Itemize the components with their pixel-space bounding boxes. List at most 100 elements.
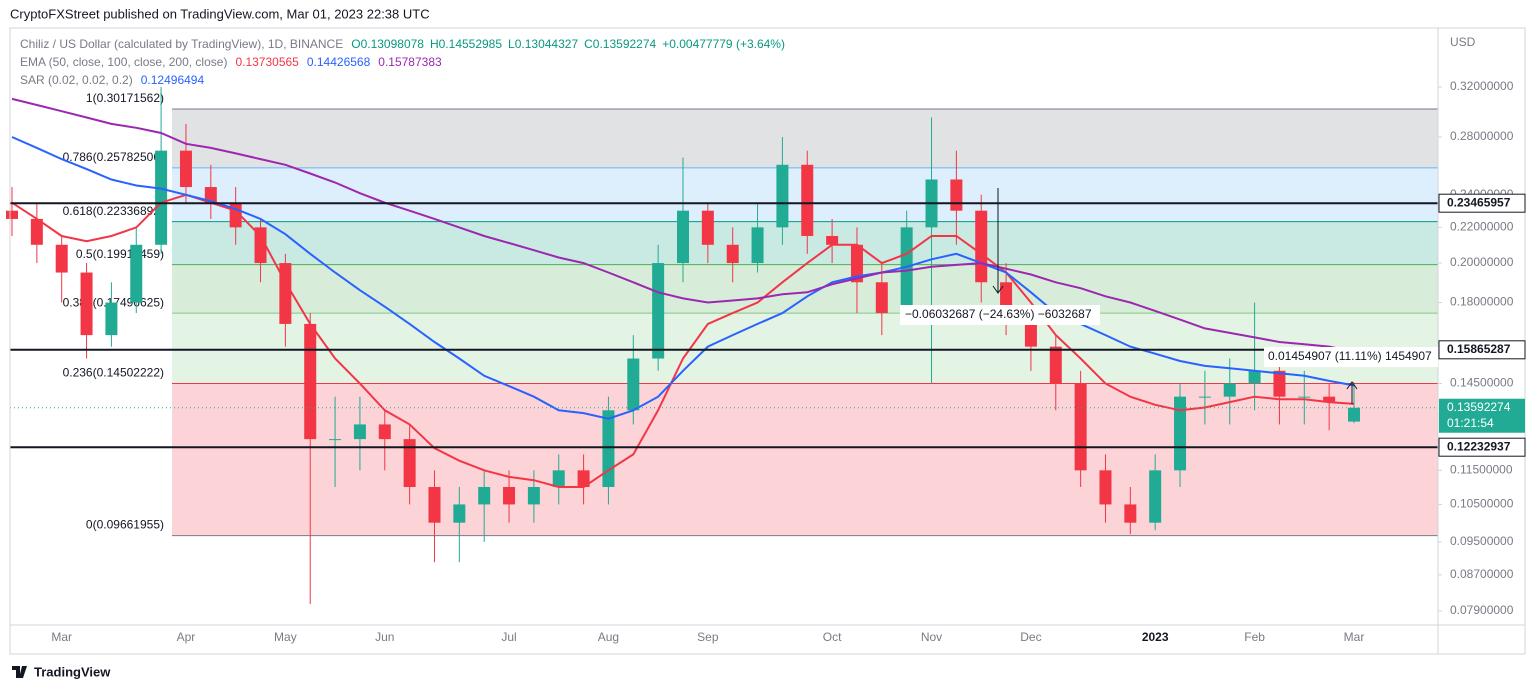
y-tick-label: 0.07900000 bbox=[1450, 603, 1514, 617]
candle-body bbox=[527, 486, 540, 505]
symbol: Chiliz / US Dollar (calculated by Tradin… bbox=[20, 37, 343, 51]
footer-brand: TradingView bbox=[34, 664, 111, 679]
ema-value: 0.15787383 bbox=[378, 55, 442, 69]
candle-body bbox=[627, 358, 640, 411]
candle-body bbox=[950, 179, 963, 211]
ohlc: C0.13592274 bbox=[584, 37, 656, 51]
publisher: CryptoFXStreet published on TradingView.… bbox=[10, 6, 430, 21]
candle-body bbox=[1198, 396, 1211, 398]
price-label: 0.23465957 bbox=[1447, 195, 1511, 209]
candle-body bbox=[428, 486, 441, 523]
fib-label: 0.5(0.19916459) bbox=[76, 247, 164, 261]
y-tick-label: 0.20000000 bbox=[1450, 255, 1514, 269]
y-tick-label: 0.18000000 bbox=[1450, 295, 1514, 309]
candle-body bbox=[179, 150, 192, 188]
y-tick-label: 0.09500000 bbox=[1450, 534, 1514, 548]
x-tick-label: Dec bbox=[1020, 630, 1041, 644]
x-tick-label: Apr bbox=[177, 630, 196, 644]
fib-zone bbox=[172, 264, 1438, 314]
price-label-box bbox=[1438, 193, 1526, 213]
candle-body bbox=[130, 244, 143, 303]
change: +0.00477779 (+3.64%) bbox=[662, 37, 785, 51]
candle-body bbox=[602, 410, 615, 487]
measure-arrow bbox=[1346, 381, 1358, 390]
ema-label: EMA (50, close, 100, close, 200, close) bbox=[20, 55, 227, 69]
ema-line bbox=[11, 97, 1355, 353]
x-tick-label: Oct bbox=[823, 630, 842, 644]
candle-body bbox=[1024, 323, 1037, 347]
candle-body bbox=[751, 227, 764, 264]
candle-body bbox=[378, 424, 391, 440]
candle-body bbox=[875, 282, 888, 314]
candle-body bbox=[975, 210, 988, 283]
y-tick-label: 0.22000000 bbox=[1450, 220, 1514, 234]
candle-body bbox=[801, 164, 814, 236]
y-tick-label: 0.14500000 bbox=[1450, 376, 1514, 390]
measure-box bbox=[900, 305, 1100, 325]
candle-body bbox=[30, 218, 43, 245]
candle-body bbox=[701, 210, 714, 245]
candle-body bbox=[577, 470, 590, 487]
legend-sar: SAR (0.02, 0.02, 0.2) 0.12496494 bbox=[20, 73, 204, 87]
x-tick-label: May bbox=[274, 630, 297, 644]
ema-line bbox=[11, 136, 1355, 420]
fib-zone bbox=[172, 383, 1438, 536]
candle-body bbox=[80, 272, 93, 336]
ema-value: 0.14426568 bbox=[307, 55, 371, 69]
axis-layer: 0.320000000.280000000.240000000.22000000… bbox=[51, 79, 1513, 644]
candle-body bbox=[1099, 470, 1112, 505]
y-tick-label: 0.10500000 bbox=[1450, 497, 1514, 511]
candle-body bbox=[652, 263, 665, 359]
candle-body bbox=[55, 244, 68, 273]
price-label: 0.12232937 bbox=[1447, 439, 1511, 453]
fib-label: 0.618(0.22336892) bbox=[63, 204, 164, 218]
candle-body bbox=[677, 210, 689, 264]
candle-body bbox=[478, 486, 491, 505]
candle-body bbox=[1323, 396, 1336, 403]
x-tick-label: Feb bbox=[1244, 630, 1265, 644]
sar-label: SAR (0.02, 0.02, 0.2) bbox=[20, 73, 133, 87]
fib-label: 0.786(0.25782506) bbox=[63, 150, 164, 164]
ohlc: O0.13098078 bbox=[351, 37, 424, 51]
candle-body bbox=[353, 424, 366, 440]
last-price-box bbox=[1439, 398, 1525, 433]
candle-body bbox=[776, 164, 789, 228]
candle-body bbox=[453, 504, 466, 523]
x-tick-label: Nov bbox=[921, 630, 942, 644]
candle-body bbox=[726, 244, 739, 264]
candle-body bbox=[254, 227, 267, 264]
countdown: 01:21:54 bbox=[1447, 416, 1494, 430]
ohlc: H0.14552985 bbox=[430, 37, 502, 51]
footer-logo bbox=[12, 666, 27, 678]
candle-body bbox=[1149, 470, 1162, 523]
measure-label: 0.01454907 (11.11%) 1454907 bbox=[1268, 349, 1432, 363]
ema-line bbox=[11, 193, 1355, 488]
candle-body bbox=[1174, 396, 1187, 471]
measure-label: −0.06032687 (−24.63%) −6032687 bbox=[905, 307, 1092, 321]
price-label-box bbox=[1438, 340, 1526, 360]
candle-body bbox=[6, 210, 18, 219]
candle-body bbox=[1074, 383, 1087, 471]
candle-body bbox=[105, 302, 118, 336]
x-tick-label: Sep bbox=[697, 630, 719, 644]
currency: USD bbox=[1450, 35, 1476, 49]
y-tick-label: 0.08700000 bbox=[1450, 567, 1514, 581]
candle-body bbox=[403, 439, 416, 487]
measure-box bbox=[1264, 347, 1438, 367]
candle-body bbox=[1348, 407, 1360, 422]
fib-zone bbox=[172, 313, 1438, 384]
candle-body bbox=[1273, 370, 1286, 397]
ohlc: L0.13044327 bbox=[508, 37, 578, 51]
ema-value: 0.13730565 bbox=[235, 55, 299, 69]
logo-mark bbox=[12, 666, 27, 678]
x-tick-label: 2023 bbox=[1142, 630, 1169, 644]
candle-body bbox=[204, 187, 217, 203]
y-tick-label: 0.32000000 bbox=[1450, 79, 1514, 93]
fib-label: 0.236(0.14502222) bbox=[63, 366, 164, 380]
candle-body bbox=[1223, 383, 1236, 397]
legend-ema: EMA (50, close, 100, close, 200, close) 0… bbox=[20, 55, 442, 69]
candle-body bbox=[1124, 504, 1137, 523]
